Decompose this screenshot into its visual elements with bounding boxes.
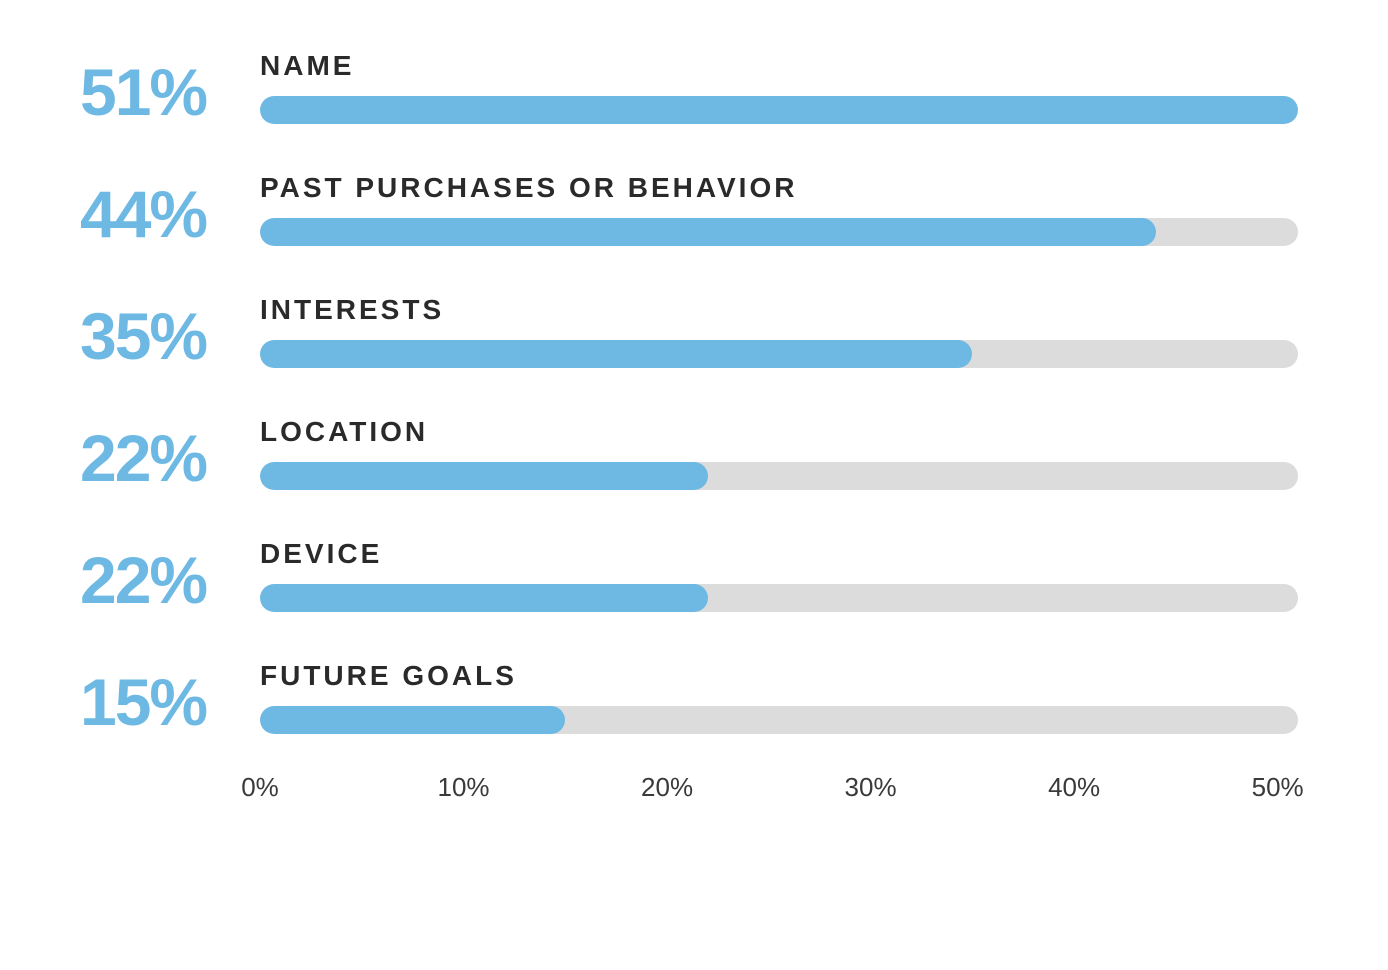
bar-fill bbox=[260, 218, 1156, 246]
bar-row: 15% FUTURE GOALS bbox=[80, 660, 1298, 734]
category-label: NAME bbox=[260, 50, 1298, 82]
bar-track bbox=[260, 462, 1298, 490]
category-label: DEVICE bbox=[260, 538, 1298, 570]
bar-row: 22% DEVICE bbox=[80, 538, 1298, 612]
percent-value: 22% bbox=[80, 551, 260, 612]
bar-section: INTERESTS bbox=[260, 294, 1298, 368]
bar-row: 44% PAST PURCHASES OR BEHAVIOR bbox=[80, 172, 1298, 246]
percent-value: 35% bbox=[80, 307, 260, 368]
bar-track bbox=[260, 584, 1298, 612]
bar-row: 35% INTERESTS bbox=[80, 294, 1298, 368]
bar-fill bbox=[260, 96, 1298, 124]
bar-row: 22% LOCATION bbox=[80, 416, 1298, 490]
bar-section: FUTURE GOALS bbox=[260, 660, 1298, 734]
axis-tick: 30% bbox=[845, 772, 897, 803]
bar-fill bbox=[260, 340, 972, 368]
percent-value: 22% bbox=[80, 429, 260, 490]
x-axis: 0% 10% 20% 30% 40% 50% bbox=[80, 772, 1298, 812]
bar-track bbox=[260, 218, 1298, 246]
category-label: PAST PURCHASES OR BEHAVIOR bbox=[260, 172, 1298, 204]
axis-ticks-container: 0% 10% 20% 30% 40% 50% bbox=[260, 772, 1298, 812]
category-label: INTERESTS bbox=[260, 294, 1298, 326]
percent-value: 51% bbox=[80, 63, 260, 124]
axis-tick: 0% bbox=[241, 772, 279, 803]
bar-fill bbox=[260, 584, 708, 612]
percent-value: 44% bbox=[80, 185, 260, 246]
bar-fill bbox=[260, 706, 565, 734]
axis-tick: 10% bbox=[437, 772, 489, 803]
category-label: LOCATION bbox=[260, 416, 1298, 448]
bar-section: LOCATION bbox=[260, 416, 1298, 490]
bar-fill bbox=[260, 462, 708, 490]
bar-section: DEVICE bbox=[260, 538, 1298, 612]
horizontal-bar-chart: 51% NAME 44% PAST PURCHASES OR BEHAVIOR … bbox=[80, 50, 1298, 812]
category-label: FUTURE GOALS bbox=[260, 660, 1298, 692]
bar-track bbox=[260, 706, 1298, 734]
axis-tick: 20% bbox=[641, 772, 693, 803]
bar-track bbox=[260, 96, 1298, 124]
axis-tick: 50% bbox=[1252, 772, 1304, 803]
bar-track bbox=[260, 340, 1298, 368]
bar-section: PAST PURCHASES OR BEHAVIOR bbox=[260, 172, 1298, 246]
axis-spacer bbox=[80, 772, 260, 812]
bar-section: NAME bbox=[260, 50, 1298, 124]
bar-row: 51% NAME bbox=[80, 50, 1298, 124]
axis-tick: 40% bbox=[1048, 772, 1100, 803]
percent-value: 15% bbox=[80, 673, 260, 734]
